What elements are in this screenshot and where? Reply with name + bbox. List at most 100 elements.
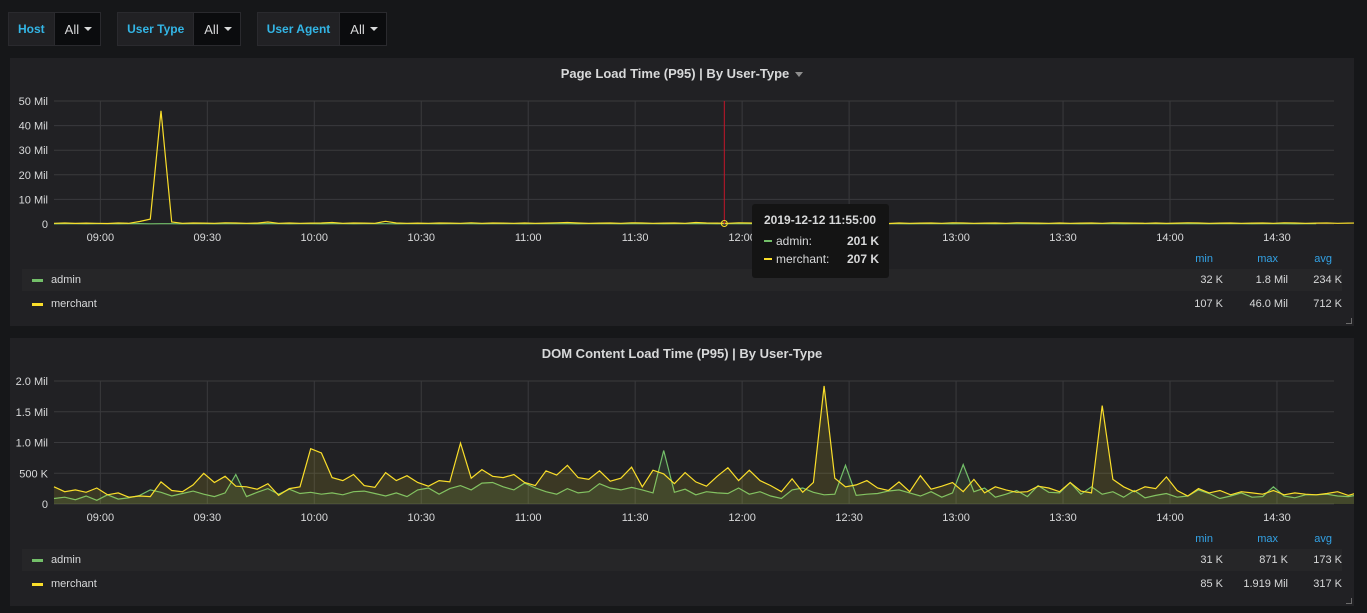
panel-resize-handle[interactable] [1346,318,1352,324]
y-tick-label: 40 Mil [19,121,48,133]
legend-header-max[interactable]: max [1257,533,1278,545]
series-area-admin [54,450,1354,504]
x-tick-label: 14:00 [1156,512,1184,524]
host-dropdown-value: All [64,21,80,37]
legend-avg-value: 173 K [1313,554,1342,566]
x-tick-label: 09:00 [87,512,115,524]
legend-max-value: 46.0 Mil [1249,298,1288,310]
panel-title-text: Page Load Time (P95) | By User-Type [560,66,790,81]
legend-min-value: 32 K [1200,274,1223,286]
tooltip-row-admin: admin: 201 K [752,232,889,250]
x-tick-label: 12:00 [728,232,756,244]
legend-header-avg[interactable]: avg [1314,253,1332,265]
legend-header-min[interactable]: min [1195,533,1213,545]
panel-title[interactable]: DOM Content Load Time (P95) | By User-Ty… [10,346,1354,361]
legend-min-value: 107 K [1194,298,1223,310]
legend-min-value: 85 K [1200,578,1223,590]
graph-tooltip: 2019-12-12 11:55:00 admin: 201 K merchan… [752,204,889,278]
panel-resize-handle[interactable] [1346,598,1352,604]
legend-header-min[interactable]: min [1195,253,1213,265]
legend-min-value: 31 K [1200,554,1223,566]
x-tick-label: 09:30 [194,232,222,244]
y-tick-label: 500 K [19,468,48,480]
y-tick-label: 2.0 Mil [16,376,48,388]
panel-title-text: DOM Content Load Time (P95) | By User-Ty… [541,346,823,361]
variable-bar: Host All User Type All User Agent All [8,12,387,46]
x-tick-label: 10:00 [301,512,329,524]
x-tick-label: 14:30 [1263,232,1291,244]
x-tick-label: 11:30 [622,232,649,244]
x-tick-label: 11:00 [515,232,542,244]
page-load-time-chart[interactable]: 0 10 Mil 20 Mil 30 Mil 40 Mil 50 Mil 09:00 09:3… [10,58,1354,248]
tooltip-swatch [764,258,772,260]
legend-item-merchant[interactable]: merchant 107 K 46.0 Mil 712 K [22,293,1342,315]
tooltip-series-name: admin: [776,234,813,248]
user-agent-variable-label: User Agent [256,12,340,46]
series-line-admin [53,450,1354,501]
user-agent-dropdown[interactable]: All [339,12,387,46]
y-tick-label: 1.0 Mil [16,438,48,450]
legend-header-max[interactable]: max [1257,253,1278,265]
x-tick-label: 10:00 [301,232,329,244]
caret-down-icon [223,27,232,31]
x-tick-label: 09:30 [194,512,222,524]
series-color-swatch[interactable] [32,278,43,282]
y-tick-label: 20 Mil [19,170,48,182]
tooltip-series-value: 207 K [846,252,879,266]
legend-header-avg[interactable]: avg [1314,533,1332,545]
tooltip-row-merchant: merchant: 207 K [752,250,889,268]
legend-avg-value: 712 K [1313,298,1342,310]
series-area-merchant [54,386,1354,504]
host-variable-label: Host [8,12,54,46]
series-color-swatch[interactable] [32,558,43,562]
legend-max-value: 871 K [1259,554,1288,566]
dom-content-load-time-chart[interactable]: 0 500 K 1.0 Mil 1.5 Mil 2.0 Mil 09:00 09:30 10:… [10,338,1354,528]
host-dropdown[interactable]: All [53,12,102,46]
y-tick-label: 0 [42,499,48,511]
user-type-dropdown[interactable]: All [193,12,241,46]
x-tick-label: 13:00 [942,232,970,244]
panel-title[interactable]: Page Load Time (P95) | By User-Type [10,66,1354,81]
legend-avg-value: 317 K [1313,578,1342,590]
legend-series-name[interactable]: merchant [51,578,97,590]
user-agent-dropdown-value: All [350,21,365,37]
legend-series-name[interactable]: admin [51,554,81,566]
y-tick-label: 0 [42,219,48,231]
legend-item-admin[interactable]: admin 31 K 871 K 173 K [22,549,1342,571]
x-tick-label: 12:30 [835,512,863,524]
legend-item-merchant[interactable]: merchant 85 K 1.919 Mil 317 K [22,573,1342,595]
x-tick-label: 14:30 [1263,512,1291,524]
user-type-dropdown-value: All [204,21,219,37]
legend-header: min max avg [1173,253,1332,265]
dom-content-load-time-panel: DOM Content Load Time (P95) | By User-Ty… [10,338,1354,606]
user-agent-variable: User Agent All [256,12,387,46]
legend-max-value: 1.8 Mil [1255,274,1288,286]
series-color-swatch[interactable] [32,582,43,586]
hover-point-marker [720,219,728,227]
user-type-variable-label: User Type [117,12,194,46]
series-line-merchant [53,385,1354,498]
x-tick-label: 13:30 [1049,512,1077,524]
caret-down-icon [369,27,378,31]
legend-header: min max avg [1173,533,1332,545]
tooltip-series-name: merchant: [776,252,830,266]
x-tick-label: 09:00 [87,232,115,244]
host-variable: Host All [8,12,102,46]
legend-series-name[interactable]: merchant [51,298,97,310]
y-tick-label: 10 Mil [19,194,48,206]
legend-item-admin[interactable]: admin 32 K 1.8 Mil 234 K [22,269,1342,291]
tooltip-series-value: 201 K [846,234,879,248]
x-tick-label: 11:30 [622,512,649,524]
series-color-swatch[interactable] [32,302,43,306]
caret-down-icon [84,27,93,31]
tooltip-swatch [764,240,772,242]
legend-max-value: 1.919 Mil [1243,578,1288,590]
y-tick-label: 1.5 Mil [16,407,48,419]
x-tick-label: 10:30 [407,232,435,244]
y-tick-label: 50 Mil [19,96,48,108]
x-tick-label: 13:00 [942,512,970,524]
legend-series-name[interactable]: admin [51,274,81,286]
legend-avg-value: 234 K [1313,274,1342,286]
x-tick-label: 10:30 [407,512,435,524]
x-tick-label: 12:00 [728,512,756,524]
